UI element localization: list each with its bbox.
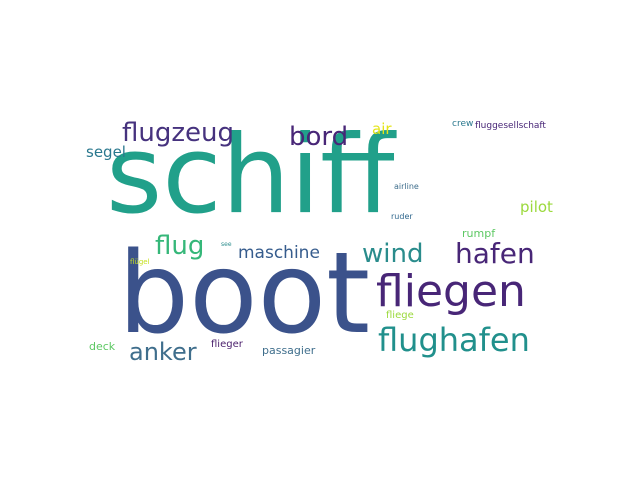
word-bord: bord bbox=[289, 122, 349, 152]
word-rumpf: rumpf bbox=[462, 227, 496, 240]
word-fluggesellschaft: fluggesellschaft bbox=[475, 121, 546, 131]
word-flugel: flügel bbox=[130, 258, 150, 266]
word-fliege: fliege bbox=[386, 310, 414, 321]
word-boot: boot bbox=[118, 229, 371, 359]
word-wind: wind bbox=[362, 239, 424, 269]
word-flughafen: flughafen bbox=[378, 321, 530, 359]
word-segel: segel bbox=[86, 143, 126, 161]
word-flug: flug bbox=[155, 231, 205, 261]
word-ruder: ruder bbox=[391, 212, 413, 221]
word-air: air bbox=[372, 120, 392, 138]
word-passagier: passagier bbox=[262, 344, 316, 357]
word-deck: deck bbox=[89, 340, 116, 353]
word-maschine: maschine bbox=[238, 243, 320, 263]
word-schiff: schiff bbox=[106, 113, 395, 238]
word-crew: crew bbox=[452, 119, 474, 129]
word-pilot: pilot bbox=[520, 198, 553, 216]
word-hafen: hafen bbox=[455, 237, 535, 270]
word-flugzeug: flugzeug bbox=[122, 118, 234, 148]
word-see: see bbox=[221, 241, 232, 248]
word-airline: airline bbox=[394, 182, 419, 191]
word-anker: anker bbox=[129, 338, 197, 366]
word-fliegen: fliegen bbox=[376, 266, 526, 317]
word-flieger: flieger bbox=[211, 339, 243, 350]
